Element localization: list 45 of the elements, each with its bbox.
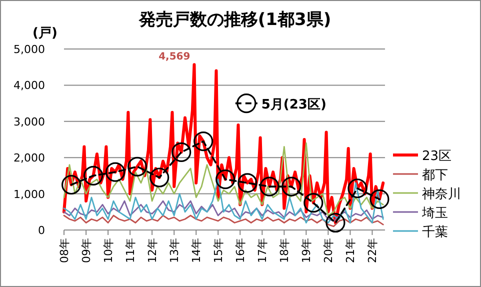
legend-label: 都下 — [422, 168, 448, 183]
point — [260, 176, 280, 196]
x-tick-label: 16年 — [234, 238, 248, 263]
legend-label: 23区 — [422, 149, 452, 164]
point — [150, 168, 170, 188]
y-tick-label: 2,000 — [14, 152, 45, 165]
x-tick-label: 08年 — [58, 238, 71, 263]
x-tick-label: 18年 — [278, 238, 292, 263]
point — [61, 174, 82, 195]
x-tick-label: 22年 — [366, 238, 380, 263]
y-tick-label: 4,000 — [14, 79, 45, 92]
point — [304, 193, 324, 213]
point — [127, 156, 148, 176]
point — [282, 176, 302, 196]
point — [105, 162, 126, 182]
point — [348, 178, 368, 198]
legend-label: 5月(23区) — [261, 97, 326, 112]
point — [238, 173, 258, 193]
x-tick-label: 20年 — [322, 238, 336, 263]
x-tick-label: 15年 — [212, 238, 226, 263]
point — [370, 189, 390, 210]
x-tick-label: 21年 — [344, 238, 358, 263]
x-tick-label: 13年 — [168, 238, 182, 263]
y-axis-title: (戸) — [32, 26, 58, 41]
point — [194, 132, 214, 152]
y-tick-label: 1,000 — [14, 188, 45, 201]
y-tick-label: 5,000 — [14, 43, 45, 56]
x-tick-label: 11年 — [124, 238, 138, 263]
x-tick-label: 17年 — [256, 238, 270, 263]
y-tick-label: 3,000 — [14, 115, 45, 128]
y-tick-label: 0 — [38, 224, 45, 237]
point — [216, 170, 236, 190]
x-tick-label: 14年 — [190, 238, 204, 263]
point — [83, 166, 104, 186]
x-tick-label: 12年 — [146, 238, 160, 263]
legend-label: 埼玉 — [421, 206, 448, 221]
legend-label: 千葉 — [422, 225, 448, 240]
x-tick-label: 10年 — [102, 238, 116, 263]
data-label: 4,569 — [158, 52, 190, 63]
point — [172, 142, 192, 162]
x-tick-label: 19年 — [300, 238, 314, 263]
chart-title: 発売戸数の推移(1都3県) — [138, 10, 332, 30]
point — [326, 212, 346, 233]
legend-label: 神奈川 — [422, 187, 461, 202]
x-tick-label: 09年 — [80, 238, 94, 263]
